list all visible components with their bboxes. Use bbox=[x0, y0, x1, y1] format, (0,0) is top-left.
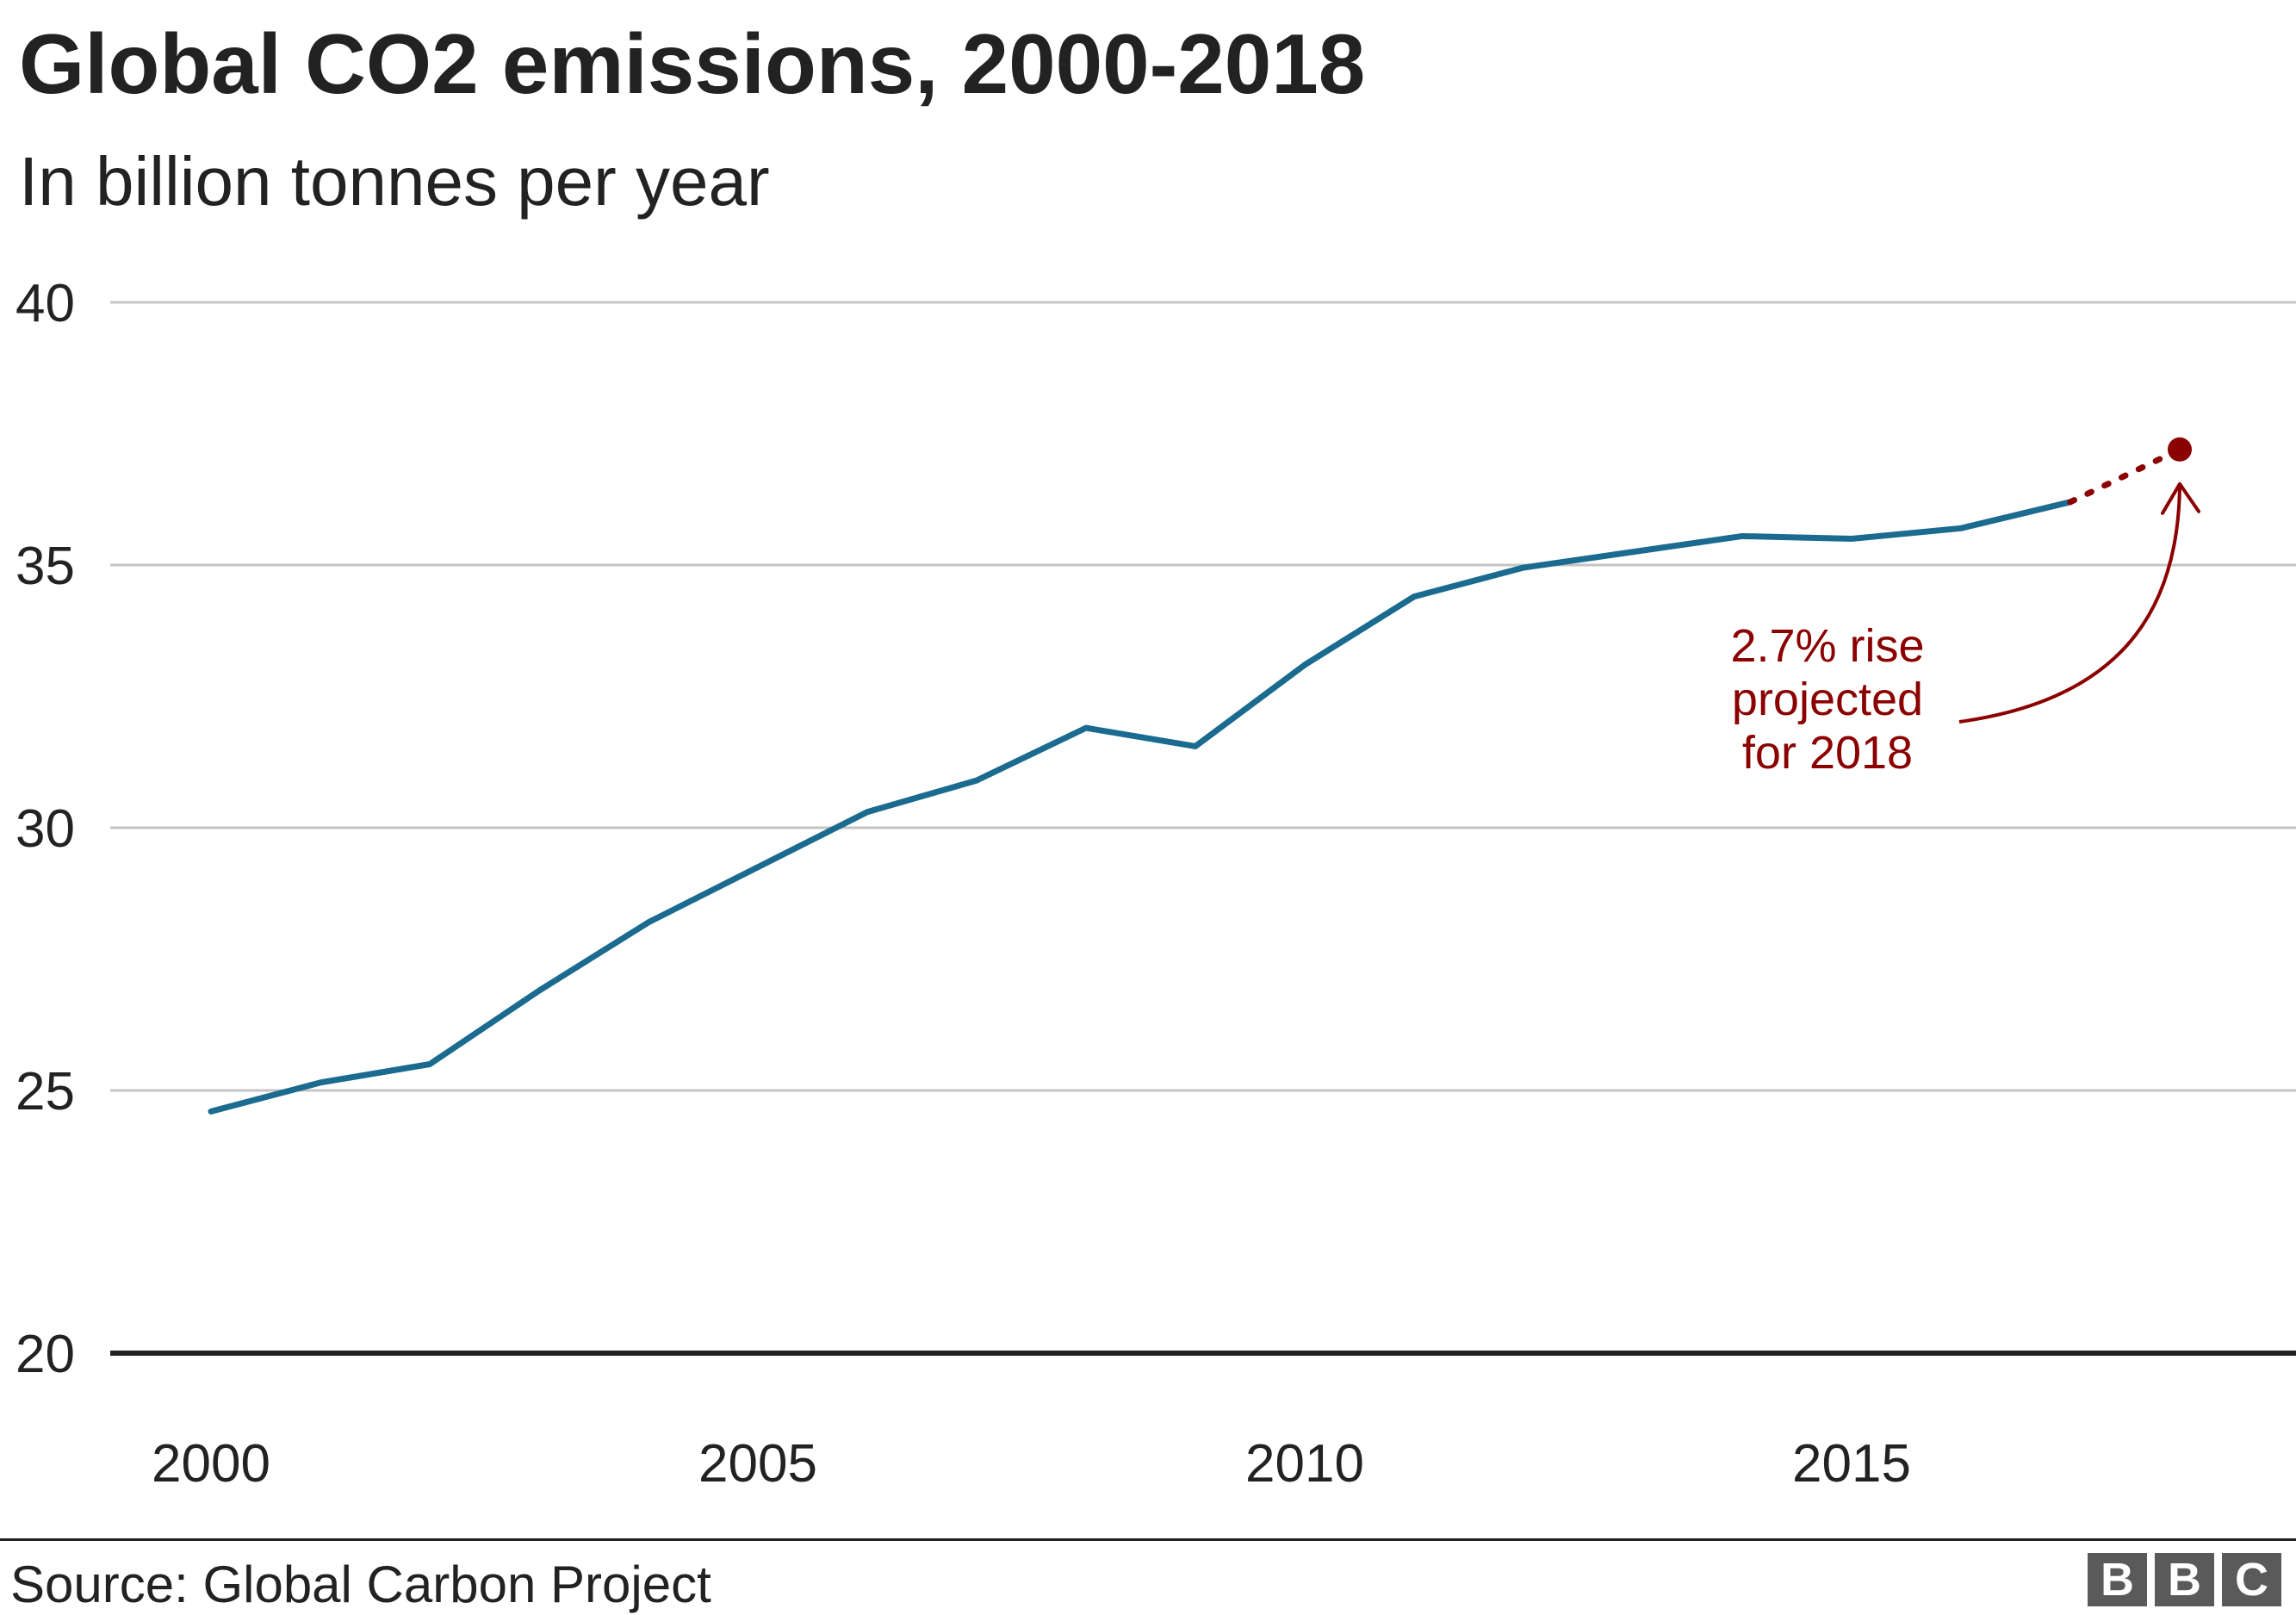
y-tick-label: 25 bbox=[16, 1062, 75, 1121]
logo-letter: B bbox=[2155, 1553, 2214, 1606]
x-tick-label: 2000 bbox=[152, 1434, 270, 1494]
x-tick-label: 2010 bbox=[1245, 1434, 1364, 1494]
footer-divider bbox=[0, 1538, 2296, 1541]
annotation-arrow bbox=[1958, 483, 2181, 724]
x-tick-label: 2015 bbox=[1792, 1434, 1911, 1494]
logo-letter: C bbox=[2222, 1553, 2281, 1606]
x-axis-ticks: 2000 2005 2010 2015 bbox=[152, 1434, 1911, 1494]
logo-letter: B bbox=[2088, 1553, 2147, 1606]
y-tick-label: 30 bbox=[16, 799, 75, 859]
source-note: Source: Global Carbon Project bbox=[10, 1556, 711, 1613]
bbc-logo: B B C bbox=[2088, 1553, 2281, 1606]
projection-dotted-line bbox=[2067, 446, 2183, 506]
chart-title: Global CO2 emissions, 2000-2018 bbox=[19, 16, 1366, 111]
y-tick-label: 35 bbox=[16, 537, 75, 596]
annotation-text: for 2018 bbox=[1742, 727, 1913, 779]
annotation-text: 2.7% rise bbox=[1730, 620, 1924, 672]
arrow-head-icon bbox=[2161, 481, 2200, 515]
y-axis-ticks: 20 25 30 35 40 bbox=[16, 274, 75, 1384]
x-tick-label: 2005 bbox=[698, 1434, 817, 1494]
gridlines bbox=[110, 301, 2296, 1356]
series-layer bbox=[208, 437, 2192, 1115]
annotation-text: projected bbox=[1732, 674, 1923, 725]
chart-subtitle: In billion tonnes per year bbox=[19, 143, 770, 220]
y-tick-label: 20 bbox=[16, 1325, 75, 1384]
y-tick-label: 40 bbox=[16, 274, 75, 333]
emissions-series-line bbox=[208, 499, 2074, 1115]
projection-point bbox=[2168, 437, 2192, 462]
